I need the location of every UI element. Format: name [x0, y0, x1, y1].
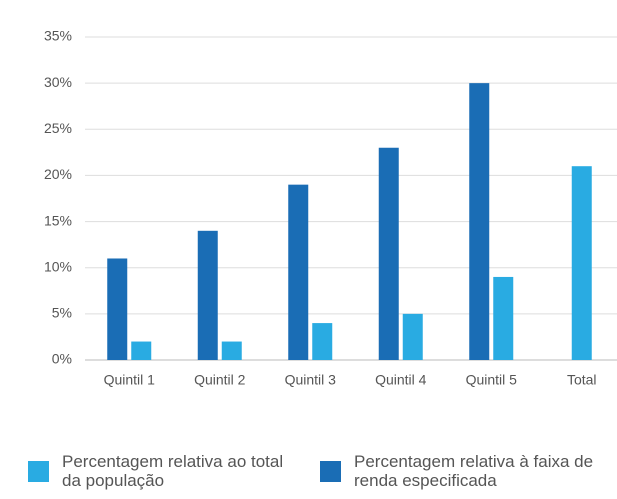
x-tick-label: Quintil 2: [194, 372, 246, 388]
bar: [402, 313, 423, 360]
chart: 0% 5% 10% 15% 20% 25% 30% 35% Quintil 1 Quintil 2…: [44, 28, 617, 388]
x-tick-label: Quintil 5: [466, 372, 518, 388]
legend-label: Percentagem relativa à faixa de renda es…: [354, 452, 594, 490]
bar: [469, 83, 490, 361]
x-tick-label: Quintil 3: [285, 372, 337, 388]
bar: [221, 341, 242, 360]
x-tick-label: Quintil 4: [375, 372, 427, 388]
y-tick-label: 5%: [52, 305, 72, 321]
bar: [493, 276, 514, 360]
bar: [312, 323, 333, 360]
bar: [288, 184, 309, 360]
bar: [107, 258, 128, 360]
legend-item: Percentagem relativa ao total da populaç…: [28, 452, 302, 490]
y-tick-label: 35%: [44, 28, 72, 44]
y-tick-label: 0%: [52, 351, 72, 367]
y-tick-label: 15%: [44, 212, 72, 228]
y-tick-label: 10%: [44, 258, 72, 274]
legend-swatch: [28, 461, 49, 482]
legend-swatch: [320, 461, 341, 482]
bar: [131, 341, 152, 360]
bar: [571, 166, 592, 360]
legend-label: Percentagem relativa ao total da populaç…: [62, 452, 284, 490]
bar: [197, 230, 218, 360]
x-tick-label: Total: [567, 372, 597, 388]
bar: [378, 147, 399, 360]
y-tick-label: 25%: [44, 120, 72, 136]
x-tick-label: Quintil 1: [104, 372, 156, 388]
y-tick-label: 20%: [44, 166, 72, 182]
y-tick-label: 30%: [44, 74, 72, 90]
legend-item: Percentagem relativa à faixa de renda es…: [320, 452, 617, 490]
